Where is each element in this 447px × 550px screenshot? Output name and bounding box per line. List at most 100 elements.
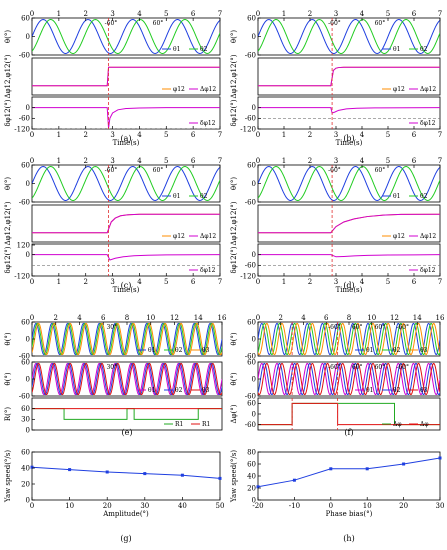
x-tick-label: 0 — [256, 131, 260, 139]
subplot-c-1: 60 0 -60 θ(°) -60° 60° θ1 θ2 — [4, 161, 221, 206]
panel-label: (h) — [343, 534, 354, 543]
legend-label: θ2 — [393, 347, 401, 354]
legend-label: θ1 — [366, 347, 373, 354]
y-tick-label: -60 — [245, 262, 256, 270]
x-tick-label: 30 — [436, 502, 445, 510]
subplot-e-1: 60 0 -60 θ(°) 30° θ1 θ2 θ3 — [4, 318, 223, 360]
y-tick-label: 0 — [252, 410, 256, 418]
legend-label: θ1 — [173, 46, 180, 53]
legend: θ1 θ2 — [382, 46, 428, 53]
x-tick-label: 7 — [218, 10, 222, 18]
series-group — [32, 213, 220, 234]
x-tick-label: 1 — [282, 157, 286, 165]
subplot-a-2: Δφ12,φ12(°) φ12 Δφ12 — [4, 54, 221, 98]
legend-label: θ2 — [420, 193, 428, 200]
y-tick-label: -60 — [245, 392, 256, 400]
angle-annotation: 60° — [352, 364, 363, 371]
series-line-1 — [32, 322, 222, 356]
y-tick-label: 120 — [17, 241, 30, 249]
x-tick-label: 6 — [412, 157, 417, 165]
x-tick-label: 3 — [110, 278, 114, 286]
y-axis-label: Yaw speed(°/s) — [4, 450, 12, 503]
plot-frame — [257, 397, 441, 431]
legend: θ1 θ2 — [162, 46, 208, 53]
x-tick-label: 5 — [386, 157, 390, 165]
x-tick-label: 7 — [438, 10, 442, 18]
x-tick-label: 6 — [191, 10, 196, 18]
x-tick-label: 6 — [101, 314, 106, 322]
y-tick-label: 0 — [26, 375, 30, 383]
legend-label: δφ12 — [200, 120, 216, 127]
angle-annotation: -60° — [328, 324, 341, 331]
data-point — [105, 470, 109, 474]
legend-label: φ12 — [173, 233, 185, 240]
x-axis-label: Time(s) — [113, 139, 140, 147]
y-tick-label: 0 — [252, 180, 256, 188]
series-group — [258, 166, 440, 201]
x-tick-label: 20 — [399, 502, 408, 510]
x-tick-label: 7 — [218, 131, 222, 139]
x-tick-label: 14 — [194, 314, 203, 322]
x-tick-label: 8 — [125, 314, 129, 322]
panel-label: (f) — [344, 428, 353, 437]
legend-label: θ1 — [173, 193, 180, 200]
plot-frame — [31, 204, 221, 243]
series-line-1 — [258, 457, 440, 488]
series-group — [32, 466, 220, 479]
panel-label: (d) — [343, 281, 354, 290]
plot-frame — [31, 57, 221, 96]
subplot-d-2: Δφ12,φ12(°) φ12 Δφ12 — [230, 201, 441, 245]
x-tick-label: 40 — [178, 502, 187, 510]
series-line-1 — [258, 166, 440, 201]
y-tick-label: -60 — [245, 421, 256, 429]
x-tick-label: 50 — [216, 502, 225, 510]
y-tick-label: 60 — [21, 161, 30, 169]
y-tick-label: 60 — [21, 318, 30, 326]
legend-label: θ1 — [393, 193, 400, 200]
x-tick-label: 6 — [412, 10, 417, 18]
series-group — [32, 254, 220, 266]
x-tick-label: 7 — [218, 278, 222, 286]
angle-annotation: -60° — [328, 364, 341, 371]
x-tick-label: 4 — [360, 10, 365, 18]
series-group — [32, 362, 222, 396]
plot-frame — [31, 243, 221, 277]
legend: δφ12 — [409, 120, 436, 127]
y-tick-label: 30 — [21, 416, 30, 424]
x-tick-label: 1 — [57, 131, 61, 139]
x-tick-label: 1 — [57, 157, 61, 165]
x-tick-label: 3 — [110, 131, 114, 139]
y-tick-label: -60 — [245, 51, 256, 59]
legend-label: Δφ12 — [420, 86, 436, 93]
angle-annotation: 60° — [375, 324, 386, 331]
data-point — [68, 468, 72, 472]
x-tick-label: 3 — [110, 157, 114, 165]
y-tick-label: 60 — [21, 405, 30, 413]
x-tick-label: 5 — [164, 131, 168, 139]
x-tick-label: 1 — [282, 131, 286, 139]
x-tick-label: 7 — [218, 157, 222, 165]
subplot-b-1: 60 0 -60 θ(°) -60° 60° θ1 θ2 — [230, 14, 441, 59]
x-tick-label: 5 — [386, 131, 390, 139]
series-group — [258, 402, 440, 426]
y-axis-label: Δφ12,φ12(°) — [230, 201, 238, 245]
plot-frame — [31, 397, 223, 431]
x-tick-label: 0 — [256, 157, 260, 165]
y-tick-label: 20 — [21, 480, 30, 488]
y-tick-label: 60 — [21, 14, 30, 22]
x-axis-label: Time(s) — [336, 139, 363, 147]
angle-annotation: 60° — [375, 364, 386, 371]
x-tick-label: 10 — [363, 502, 372, 510]
x-tick-label: 4 — [137, 131, 142, 139]
subplot-h-1: 0 20 40 60 80 Yaw speed(°/s) — [230, 448, 442, 504]
series-line-2 — [258, 166, 440, 201]
series-line-2 — [258, 213, 440, 234]
data-point — [30, 465, 34, 469]
x-tick-label: 16 — [218, 314, 227, 322]
y-tick-label: -60 — [245, 198, 256, 206]
x-tick-label: 0 — [30, 314, 34, 322]
